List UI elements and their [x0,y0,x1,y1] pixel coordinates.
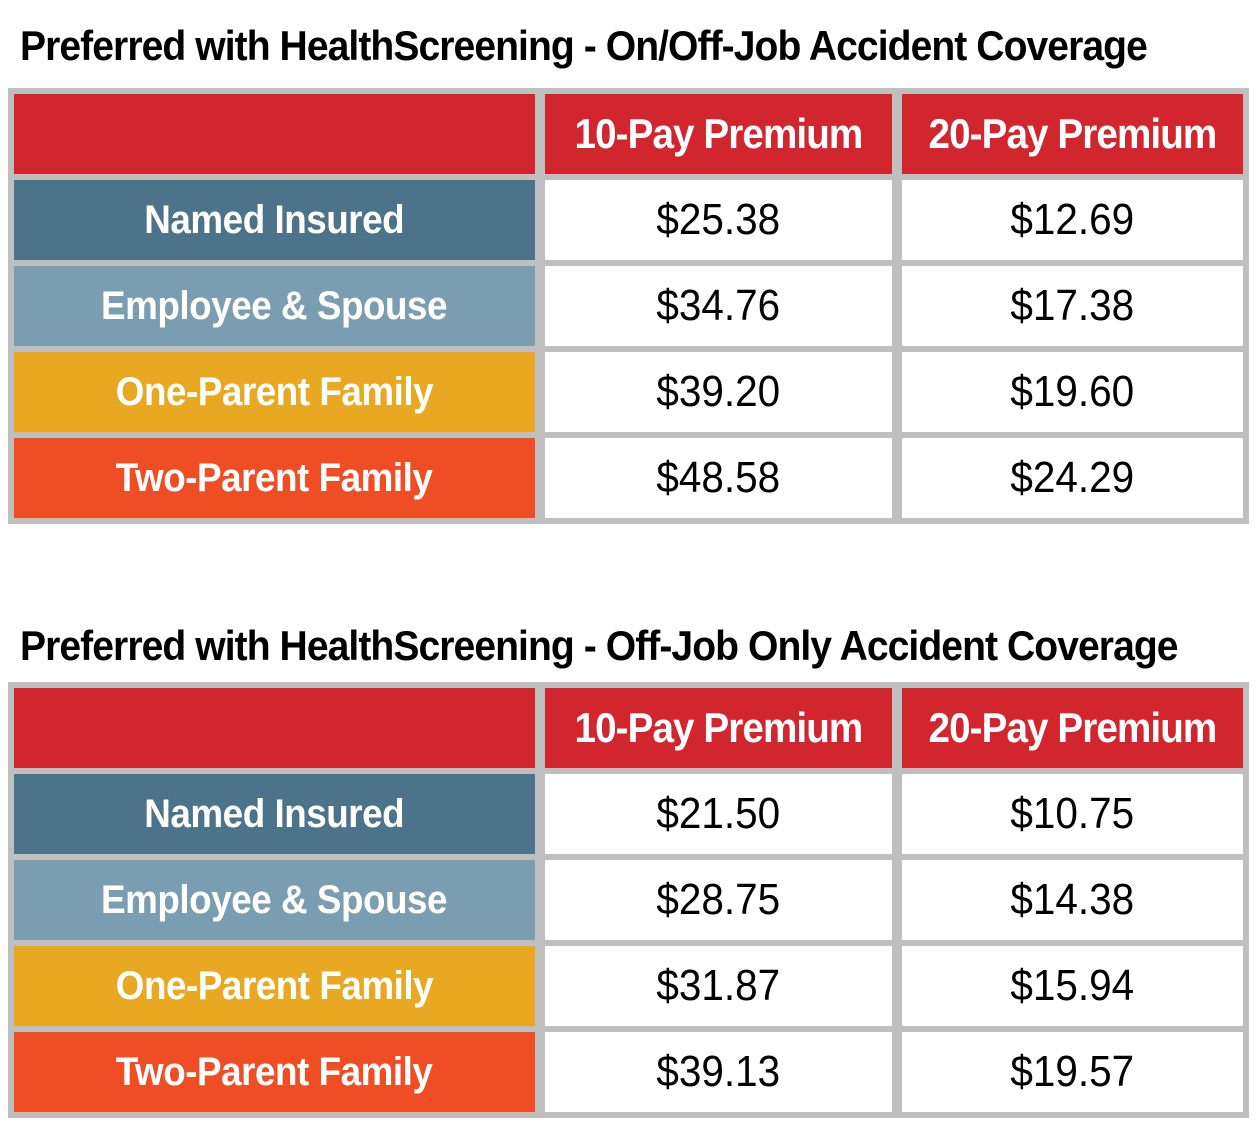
value-one-parent-family-20-pay: $19.60 [902,352,1243,432]
column-header-10-pay: 10-Pay Premium [545,688,892,768]
column-header-20-pay: 20-Pay Premium [902,94,1243,174]
row-label-named-insured: Named Insured [14,180,535,260]
premium-value: $10.75 [1010,789,1135,838]
rate-table-off-job-only: 10-Pay Premium 20-Pay Premium Named Insu… [8,682,1249,1118]
premium-value: $39.20 [656,367,781,416]
on-off-job-section: Preferred with HealthScreening - On/Off-… [0,22,1259,524]
value-one-parent-family-10-pay: $31.87 [545,946,892,1026]
row-label-named-insured: Named Insured [14,774,535,854]
row-label-employee-spouse: Employee & Spouse [14,860,535,940]
section-title-text: Preferred with HealthScreening - On/Off-… [20,22,1148,69]
column-header-20-pay: 20-Pay Premium [902,688,1243,768]
row-label-employee-spouse: Employee & Spouse [14,266,535,346]
row-label-one-parent-family: One-Parent Family [14,946,535,1026]
premium-value: $28.75 [656,875,781,924]
column-header-10-pay: 10-Pay Premium [545,94,892,174]
value-named-insured-20-pay: $10.75 [902,774,1243,854]
row-label-text: Two-Parent Family [116,1049,433,1094]
column-header-10-pay-label: 10-Pay Premium [574,110,864,157]
value-one-parent-family-20-pay: $15.94 [902,946,1243,1026]
section-title-text: Preferred with HealthScreening - Off-Job… [20,622,1179,669]
premium-value: $48.58 [656,453,781,502]
premium-value: $24.29 [1010,453,1135,502]
premium-value: $39.13 [656,1047,781,1096]
value-named-insured-10-pay: $25.38 [545,180,892,260]
premium-value: $19.60 [1010,367,1135,416]
row-label-one-parent-family: One-Parent Family [14,352,535,432]
row-label-two-parent-family: Two-Parent Family [14,438,535,518]
premium-value: $14.38 [1010,875,1135,924]
off-job-only-section: Preferred with HealthScreening - Off-Job… [0,622,1259,1118]
row-label-text: Named Insured [144,197,405,242]
premium-value: $31.87 [656,961,781,1010]
premium-value: $34.76 [656,281,781,330]
value-employee-spouse-20-pay: $17.38 [902,266,1243,346]
value-named-insured-10-pay: $21.50 [545,774,892,854]
row-label-text: Employee & Spouse [101,283,448,328]
premium-value: $17.38 [1010,281,1135,330]
value-employee-spouse-20-pay: $14.38 [902,860,1243,940]
premium-value: $15.94 [1010,961,1135,1010]
rate-table-on-off-job: 10-Pay Premium 20-Pay Premium Named Insu… [8,88,1249,524]
value-two-parent-family-10-pay: $48.58 [545,438,892,518]
premium-value: $25.38 [656,195,781,244]
value-one-parent-family-10-pay: $39.20 [545,352,892,432]
premium-value: $21.50 [656,789,781,838]
value-employee-spouse-10-pay: $34.76 [545,266,892,346]
value-employee-spouse-10-pay: $28.75 [545,860,892,940]
row-label-text: One-Parent Family [115,369,434,414]
row-label-two-parent-family: Two-Parent Family [14,1032,535,1112]
section-title-off-job-only: Preferred with HealthScreening - Off-Job… [20,622,1259,670]
section-title-on-off-job: Preferred with HealthScreening - On/Off-… [20,22,1259,70]
column-header-20-pay-label: 20-Pay Premium [928,110,1218,157]
value-named-insured-20-pay: $12.69 [902,180,1243,260]
row-label-text: Employee & Spouse [101,877,448,922]
header-corner-cell [14,688,535,768]
value-two-parent-family-20-pay: $19.57 [902,1032,1243,1112]
value-two-parent-family-20-pay: $24.29 [902,438,1243,518]
header-corner-cell [14,94,535,174]
row-label-text: Two-Parent Family [116,455,433,500]
premium-value: $19.57 [1010,1047,1135,1096]
value-two-parent-family-10-pay: $39.13 [545,1032,892,1112]
column-header-10-pay-label: 10-Pay Premium [574,704,864,751]
premium-value: $12.69 [1010,195,1135,244]
row-label-text: One-Parent Family [115,963,434,1008]
column-header-20-pay-label: 20-Pay Premium [928,704,1218,751]
rate-sheet: { "colors": { "header_red": "#D2262E", "… [0,22,1259,1140]
row-label-text: Named Insured [144,791,405,836]
